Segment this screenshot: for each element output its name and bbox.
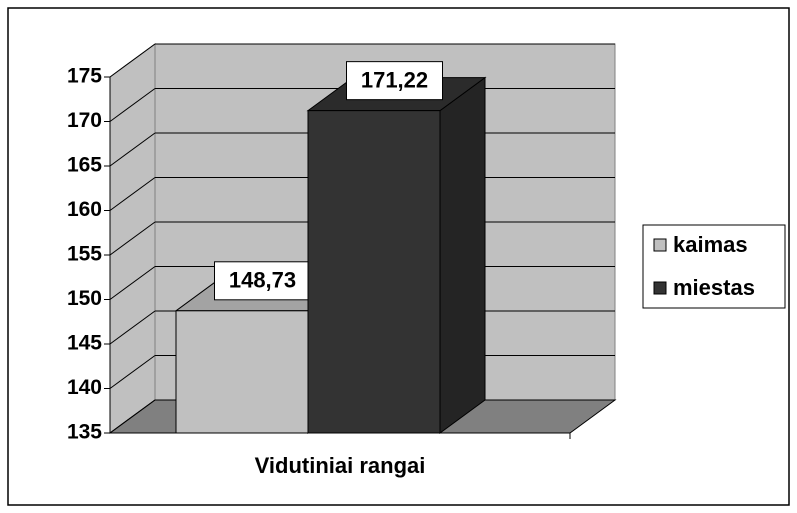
legend-label: kaimas — [673, 232, 748, 257]
grid-line — [109, 132, 156, 167]
grid-line — [109, 310, 156, 345]
grid-line — [109, 266, 156, 300]
y-tick-label: 135 — [67, 421, 102, 444]
value-label: 148,73 — [229, 268, 296, 293]
bar-side — [439, 76, 486, 434]
value-label: 171,22 — [361, 67, 428, 92]
grid-line — [109, 221, 156, 256]
bar — [175, 310, 309, 434]
y-tick-label: 160 — [67, 198, 102, 221]
value-label-box — [214, 261, 311, 301]
y-tick-label: 165 — [67, 154, 102, 177]
legend-label: miestas — [673, 275, 755, 300]
grid-line — [109, 43, 156, 78]
value-label-box — [346, 61, 443, 101]
grid-line — [109, 355, 156, 389]
y-tick-label: 170 — [67, 109, 102, 132]
grid-line — [109, 88, 156, 122]
x-axis-label: Vidutiniai rangai — [255, 453, 426, 478]
legend-box — [642, 224, 786, 309]
grid-line — [109, 177, 156, 211]
y-tick-label: 140 — [67, 376, 102, 399]
y-tick-label: 150 — [67, 287, 102, 310]
legend-swatch — [653, 281, 667, 295]
y-tick-label: 145 — [67, 332, 102, 355]
bar — [307, 110, 441, 434]
legend-swatch — [653, 238, 667, 252]
grid-line — [109, 399, 156, 434]
y-tick-label: 155 — [67, 243, 102, 266]
y-tick-label: 175 — [67, 65, 102, 88]
